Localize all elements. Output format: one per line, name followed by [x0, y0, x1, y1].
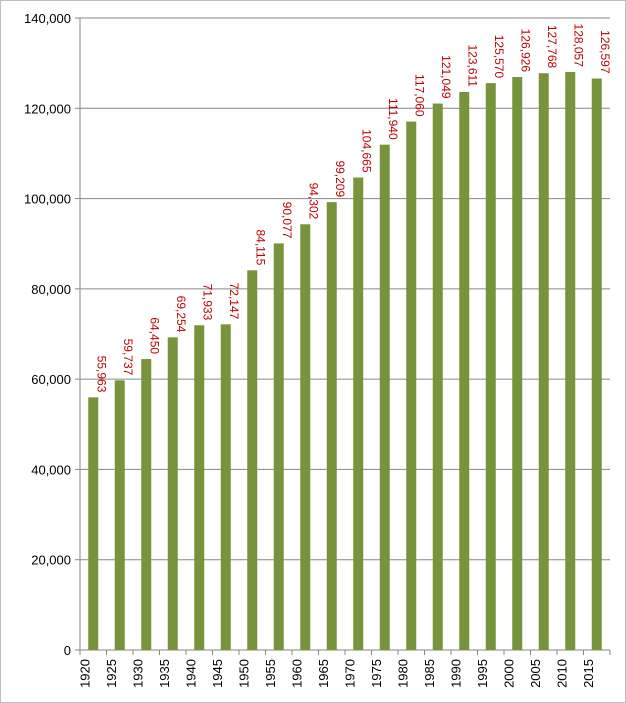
y-tick-label: 100,000 [24, 192, 71, 207]
x-tick-label-1970: 1970 [342, 659, 357, 688]
x-tick-label-1930: 1930 [130, 659, 145, 688]
bar-1990 [459, 91, 470, 651]
x-tick-label-1950: 1950 [236, 659, 251, 688]
data-label-1955: 90,077 [280, 202, 294, 239]
x-tick-label-1935: 1935 [157, 659, 172, 688]
y-tick-label: 80,000 [31, 282, 71, 297]
data-label-2015: 126,597 [598, 30, 612, 74]
x-tick-label-1940: 1940 [183, 659, 198, 688]
bar-1945 [220, 324, 231, 650]
y-tick-label: 60,000 [31, 372, 71, 387]
data-label-1945: 72,147 [227, 283, 241, 320]
data-label-1970: 104,665 [359, 129, 373, 173]
bar-1965 [326, 202, 337, 651]
data-label-2000: 126,926 [518, 29, 532, 73]
bar-2015 [591, 78, 602, 650]
bar-1930 [141, 359, 152, 650]
x-tick-label-1945: 1945 [210, 659, 225, 688]
bar-1975 [379, 144, 390, 651]
x-tick-label-1965: 1965 [316, 659, 331, 688]
x-tick-label-1955: 1955 [263, 659, 278, 688]
data-label-1950: 84,115 [253, 229, 267, 265]
data-label-1985: 121,049 [439, 55, 453, 99]
x-tick-label-1995: 1995 [475, 659, 490, 688]
bar-1995 [485, 83, 496, 651]
x-tick-label-2005: 2005 [528, 659, 543, 688]
data-label-1935: 69,254 [174, 296, 188, 333]
x-tick-label-1960: 1960 [289, 659, 304, 688]
gridlines [80, 17, 610, 561]
x-tick-label-1920: 1920 [77, 659, 92, 688]
bar-1985 [432, 103, 443, 650]
y-tick-label: 120,000 [24, 101, 71, 116]
data-label-2005: 127,768 [545, 25, 559, 69]
data-label-1920: 55,963 [94, 356, 108, 393]
bar-2000 [512, 77, 523, 650]
data-label-1930: 64,450 [147, 317, 161, 354]
y-tick-label: 20,000 [31, 553, 71, 568]
bar-1955 [273, 243, 284, 650]
data-label-1965: 99,209 [333, 160, 347, 197]
bar-1920 [88, 397, 99, 650]
x-tick-label-1925: 1925 [104, 659, 119, 688]
x-tick-label-1980: 1980 [395, 659, 410, 688]
y-tick-label: 40,000 [31, 462, 71, 477]
x-tick-label-2015: 2015 [581, 659, 596, 688]
bar-2005 [538, 73, 549, 650]
data-label-1940: 71,933 [200, 284, 214, 321]
y-tick-label: 140,000 [24, 11, 71, 26]
bar-1950 [247, 270, 258, 650]
x-tick-label-1975: 1975 [369, 659, 384, 688]
bar-1980 [406, 121, 417, 650]
bar-1935 [167, 337, 178, 650]
x-tick-label-1990: 1990 [448, 659, 463, 688]
bar-1940 [194, 325, 205, 650]
bar-2010 [565, 71, 576, 650]
bar-1970 [353, 177, 364, 651]
y-axis-tick-labels: 0 20,000 40,000 60,000 80,000 100,000 120,000 1… [24, 11, 71, 658]
data-labels: 55,963 59,737 64,450 69,254 71,933 72,147 84,1… [94, 24, 612, 393]
x-tick-label-1985: 1985 [422, 659, 437, 688]
bar-1960 [300, 224, 311, 650]
y-tick-label: 0 [64, 643, 71, 658]
data-label-1975: 111,940 [386, 98, 400, 140]
data-label-1990: 123,611 [465, 44, 479, 87]
data-label-1995: 125,570 [492, 35, 506, 79]
bar-1925 [114, 380, 125, 650]
data-label-1980: 117,060 [412, 74, 426, 117]
x-axis-tick-labels: 1920 1925 1930 1935 1940 1945 1950 1955 1960 1965… [77, 659, 596, 688]
data-label-2010: 128,057 [571, 24, 585, 68]
x-tick-label-2000: 2000 [501, 659, 516, 688]
x-tick-label-2010: 2010 [554, 659, 569, 688]
bars [88, 71, 602, 651]
data-label-1925: 59,737 [121, 339, 135, 376]
data-label-1960: 94,302 [306, 183, 320, 220]
